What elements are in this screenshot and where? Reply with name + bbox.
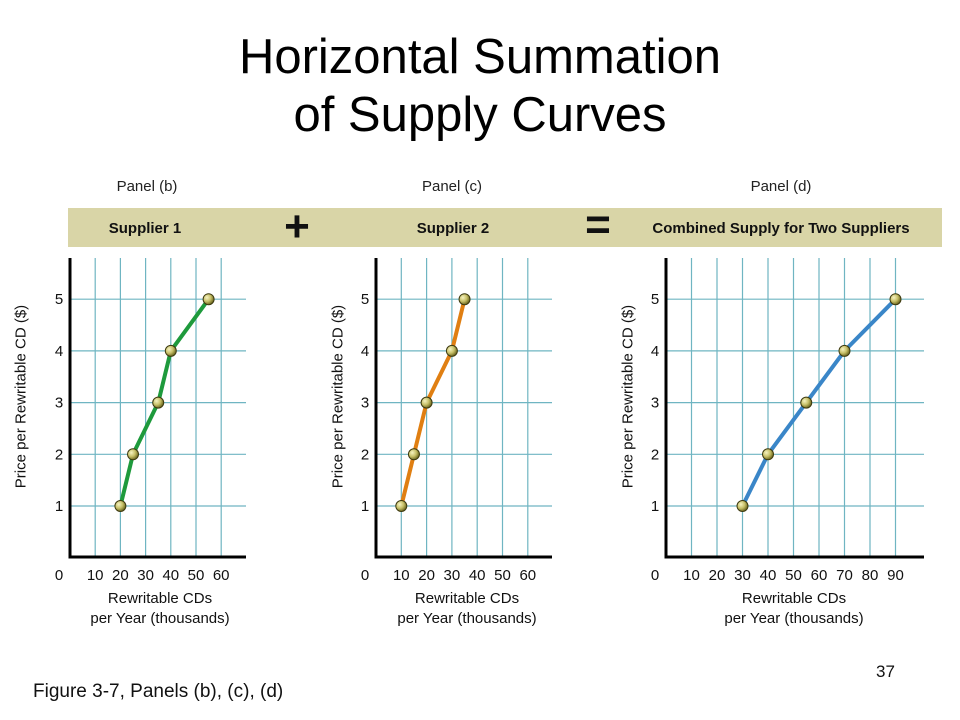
panel-b-origin-label: 0 [55, 567, 63, 584]
panel-c-x-tick-label: 20 [418, 567, 435, 584]
panel-d-data-point [889, 293, 902, 306]
panel-b-y-tick-label: 5 [55, 291, 63, 308]
panel-d-x-axis-label-line-1: Rewritable CDs [741, 590, 847, 607]
panel-d-y-tick-label: 4 [651, 343, 659, 360]
panel-b-data-point [114, 500, 127, 512]
panel-d-x-tick-label: 50 [785, 567, 802, 584]
panel-d-x-tick-label: 30 [734, 567, 751, 584]
panel-d-x-tick-label: 70 [836, 567, 853, 584]
panel-d-x-axis-label-line-2: per Year (thousands) [724, 610, 864, 627]
panel-c-x-axis-label-line-1: Rewritable CDs [414, 590, 520, 607]
panel-c-y-tick-label: 2 [361, 446, 369, 463]
plus-operator: + [284, 202, 310, 251]
panel-d-x-tick-label: 60 [811, 567, 828, 584]
figure-caption: Figure 3-7, Panels (b), (c), (d) [33, 681, 284, 702]
panel-b-x-tick-label: 20 [112, 567, 129, 584]
supplier-1-label: Supplier 1 [108, 220, 182, 237]
panel-b-x-tick-label: 40 [162, 567, 179, 584]
panel-c-x-tick-label: 30 [444, 567, 461, 584]
panel-b-x-axis-label-line-2: per Year (thousands) [90, 610, 230, 627]
combined-supply-label: Combined Supply for Two Suppliers [652, 220, 910, 237]
panel-c-y-tick-label: 5 [361, 291, 369, 308]
panel-c-y-tick-label: 1 [361, 498, 369, 515]
panel-b-y-tick-label: 4 [55, 343, 63, 360]
panel-b-label: Panel (b) [116, 178, 178, 195]
equals-operator: = [585, 200, 611, 249]
page-number: 37 [876, 662, 895, 681]
panel-d-label: Panel (d) [750, 178, 812, 195]
panel-c-data-point [420, 396, 433, 409]
panel-b-data-point [127, 448, 139, 461]
panel-b-x-tick-label: 10 [87, 567, 104, 584]
panel-d-data-point [838, 344, 851, 357]
panel-c-x-axis-label: Rewritable CDs per Year (thousands) [367, 589, 567, 629]
panel-b-data-point [152, 396, 165, 409]
panel-d-x-tick-label: 10 [683, 567, 700, 584]
panel-d-y-axis-label: Price per Rewritable CD ($) [619, 304, 637, 489]
panel-d-x-axis-label: Rewritable CDs per Year (thousands) [694, 589, 894, 629]
panel-d-x-tick-label: 80 [862, 567, 879, 584]
panel-b-x-tick-label: 60 [213, 567, 230, 584]
panel-d-y-tick-label: 2 [651, 446, 659, 463]
panel-b-x-axis-label-line-1: Rewritable CDs [107, 590, 213, 607]
panel-c-x-tick-label: 60 [519, 567, 536, 584]
panel-c-x-tick-label: 10 [393, 567, 410, 584]
panel-b-data-point [202, 293, 215, 306]
panel-c-y-axis-label: Price per Rewritable CD ($) [329, 304, 347, 489]
panel-c-y-tick-label: 4 [361, 343, 369, 360]
panel-d-x-tick-label: 20 [709, 567, 726, 584]
panel-b-y-tick-label: 3 [55, 395, 63, 412]
panel-d-data-point [736, 500, 749, 512]
panel-d-y-tick-label: 3 [651, 395, 659, 412]
panel-b-y-axis-label: Price per Rewritable CD ($) [12, 304, 30, 489]
panel-b-x-tick-label: 50 [188, 567, 205, 584]
header-band [68, 208, 942, 247]
panel-b-y-tick-label: 1 [55, 498, 63, 515]
panel-d-data-point [800, 396, 813, 409]
panel-b-x-tick-label: 30 [137, 567, 154, 584]
panel-b-x-axis-label: Rewritable CDs per Year (thousands) [60, 589, 260, 629]
panel-c-data-point [407, 448, 420, 461]
panel-c-label: Panel (c) [421, 178, 483, 195]
panel-d-y-tick-label: 1 [651, 498, 659, 515]
panel-c-data-point [445, 344, 458, 357]
panel-d-y-tick-label: 5 [651, 291, 659, 308]
panel-d-x-tick-label: 90 [887, 567, 904, 584]
panel-b-data-point [164, 344, 177, 357]
panel-c-x-tick-label: 50 [494, 567, 511, 584]
panel-c-y-tick-label: 3 [361, 395, 369, 412]
panel-c-origin-label: 0 [361, 567, 369, 584]
supplier-2-label: Supplier 2 [416, 220, 490, 237]
title-line-1: Horizontal Summation [238, 30, 722, 84]
panel-d-x-tick-label: 40 [760, 567, 777, 584]
panel-d-data-point [762, 448, 774, 461]
title-line-2: of Supply Curves [293, 88, 667, 142]
panel-c-x-tick-label: 40 [469, 567, 486, 584]
panel-c-x-axis-label-line-2: per Year (thousands) [397, 610, 537, 627]
slide-title: Horizontal Summation of Supply Curves [0, 28, 960, 144]
panel-d-origin-label: 0 [651, 567, 659, 584]
panel-c-data-point [458, 293, 471, 306]
panel-c-data-point [395, 500, 408, 512]
panel-b-y-tick-label: 2 [55, 446, 63, 463]
